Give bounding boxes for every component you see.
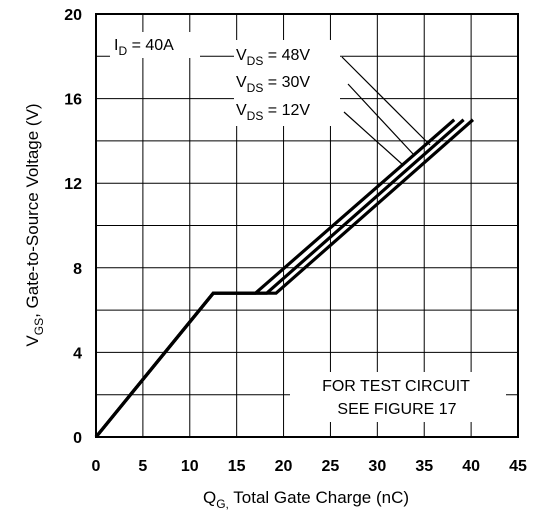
x-tick-label: 35	[415, 458, 433, 475]
x-tick-label: 15	[228, 458, 246, 475]
svg-text:VDS = 48V: VDS = 48V	[236, 47, 310, 68]
legend-label-30v-rest: = 30V	[263, 74, 310, 91]
x-axis-title-rest: Total Gate Charge (nC)	[229, 488, 409, 507]
svg-text:ID = 40A: ID = 40A	[114, 37, 174, 58]
svg-text:VDS = 12V: VDS = 12V	[236, 102, 310, 123]
y-axis-title-rest: , Gate-to-Source Voltage (V)	[23, 103, 42, 318]
x-tick-label: 5	[138, 458, 147, 475]
y-axis-title: VGS, Gate-to-Source Voltage (V)	[23, 103, 46, 346]
legend-label-48v-main: V	[236, 47, 247, 64]
y-axis-title-main: V	[23, 335, 42, 347]
x-tick-label: 30	[368, 458, 386, 475]
y-tick-label: 4	[73, 345, 82, 362]
legend-label-12v-sub: DS	[247, 109, 264, 123]
test-circuit-line1: FOR TEST CIRCUIT	[322, 378, 470, 395]
svg-text:VDS = 30V: VDS = 30V	[236, 74, 310, 95]
y-axis-title-sub: GS	[32, 318, 46, 335]
drain-current-sub: D	[118, 44, 127, 58]
x-tick-labels: 0 5 10 15 20 25 30 35 40 45	[92, 458, 527, 475]
series-line-2	[94, 118, 475, 439]
y-tick-label: 12	[64, 176, 82, 193]
y-tick-label: 20	[64, 7, 82, 24]
legend-label-12v-rest: = 12V	[263, 102, 310, 119]
plot-frame	[95, 13, 519, 438]
drain-current-background	[110, 32, 200, 58]
legend-label-30v: VDS = 30V	[236, 74, 310, 95]
legend-label-48v-sub: DS	[247, 54, 264, 68]
legend-labels: VDS = 48V VDS = 30V VDS = 12V	[236, 47, 431, 166]
drain-current-rest: = 40A	[127, 37, 174, 54]
legend-label-30v-sub: DS	[247, 81, 264, 95]
x-axis-title: QG, Total Gate Charge (nC)	[203, 488, 409, 511]
legend-label-30v-main: V	[236, 74, 247, 91]
legend-label-48v: VDS = 48V	[236, 47, 310, 68]
x-tick-label: 40	[462, 458, 480, 475]
drain-current-label: ID = 40A	[114, 37, 174, 58]
legend-label-12v: VDS = 12V	[236, 102, 310, 123]
leader-line-48v	[341, 56, 431, 146]
x-tick-label: 10	[181, 458, 199, 475]
x-tick-label: 45	[509, 458, 527, 475]
legend-background	[234, 40, 340, 126]
leader-line-30v	[347, 83, 415, 156]
x-tick-label: 0	[92, 458, 101, 475]
legend-label-48v-rest: = 48V	[263, 47, 310, 64]
grid-lines	[96, 14, 518, 437]
x-tick-label: 20	[275, 458, 293, 475]
legend-label-12v-main: V	[236, 102, 247, 119]
y-tick-labels: 0 4 8 12 16 20	[64, 7, 82, 447]
drain-current-main: I	[114, 37, 118, 54]
x-axis-title-sub: G,	[216, 497, 229, 511]
leader-line-12v	[343, 111, 404, 166]
series-lines	[94, 118, 475, 439]
x-tick-label: 25	[322, 458, 340, 475]
test-circuit-line2: SEE FIGURE 17	[337, 401, 456, 418]
y-tick-label: 16	[64, 92, 82, 109]
y-tick-label: 8	[73, 261, 82, 278]
note-background	[290, 372, 506, 422]
y-tick-label: 0	[73, 430, 82, 447]
x-axis-title-main: Q	[203, 488, 216, 507]
